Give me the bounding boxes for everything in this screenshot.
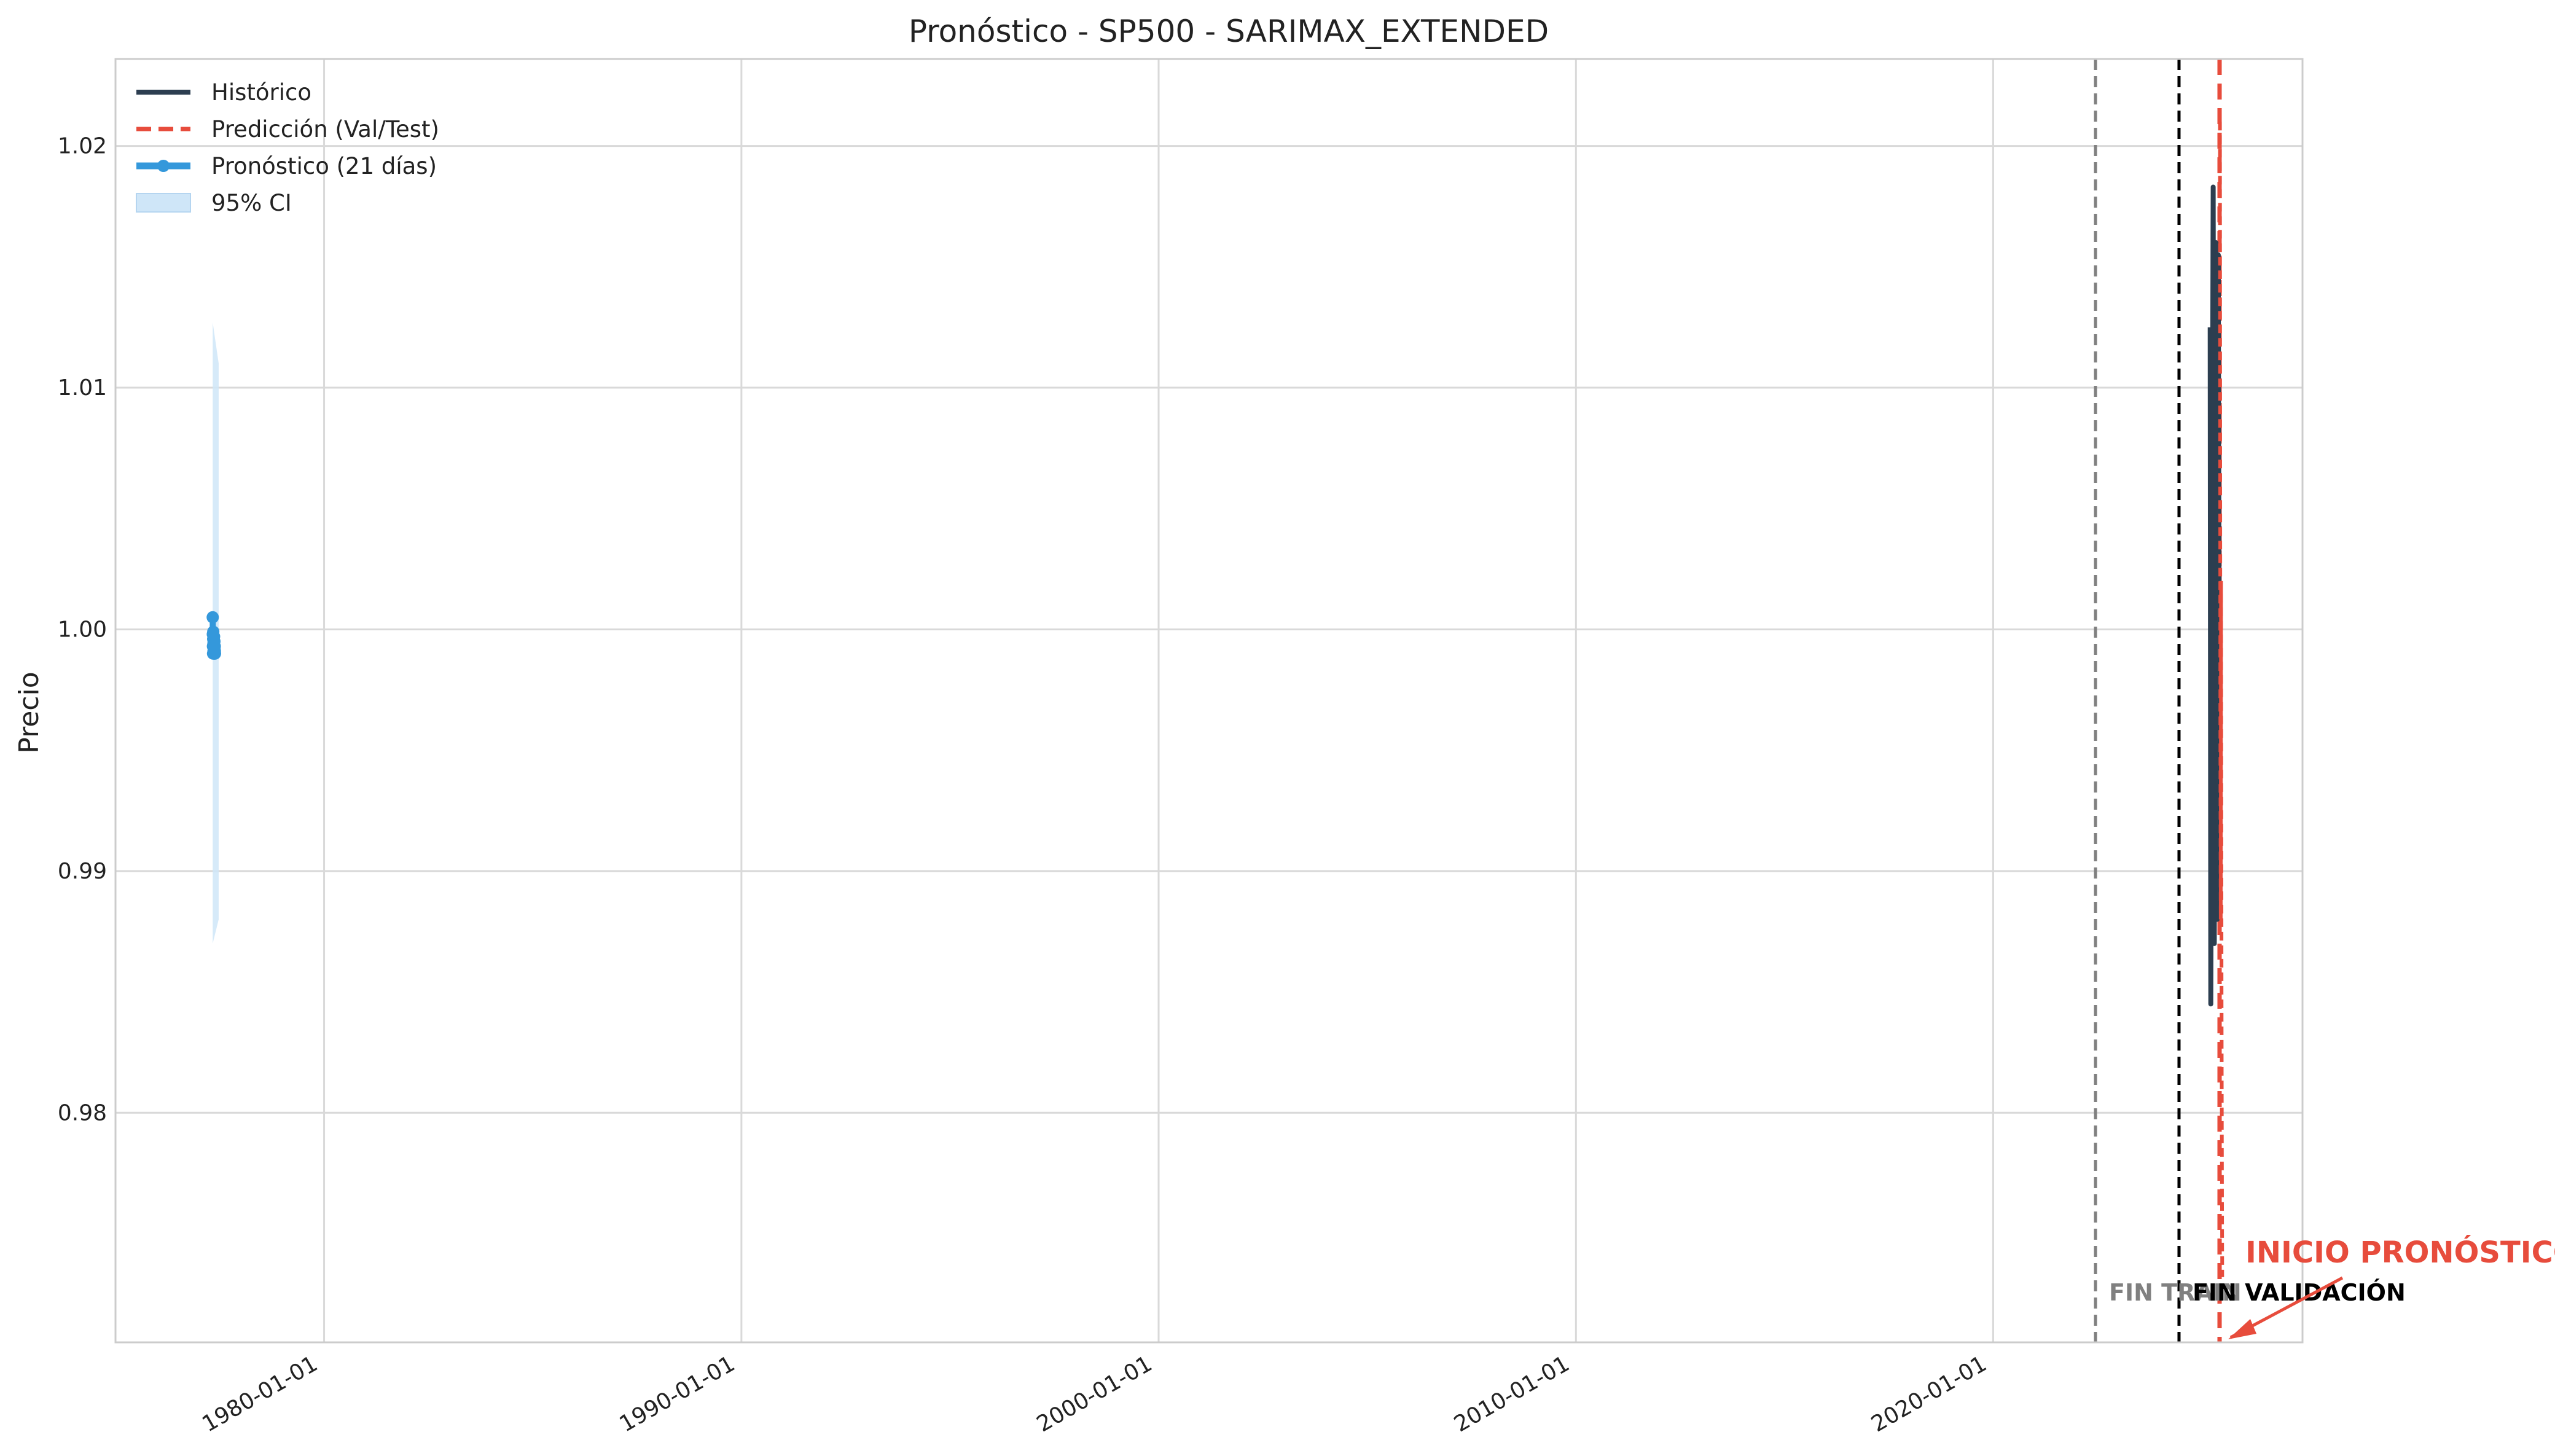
annotation-layer: INICIO PRONÓSTICO [2228,1235,2555,1339]
series-prediccion-line [2218,122,2224,1277]
legend-swatch [136,193,191,213]
legend-marker [157,160,170,172]
y-tick-label: 1.02 [58,134,107,159]
forecast-point [206,611,219,624]
legend: Histórico Predicción (Val/Test) Pronóstico… [136,79,439,216]
y-tick-label: 0.99 [58,859,107,884]
annotation-text: INICIO PRONÓSTICO [2245,1235,2555,1270]
y-tick-labels: 0.98 0.99 1.00 1.01 1.02 [58,134,107,1126]
series-historico-line [2207,184,2222,1007]
legend-label: Histórico [211,79,311,106]
marker-label: FIN TRAIN [2109,1279,2242,1306]
plot-frame [114,58,2304,1344]
legend-label: 95% CI [211,190,292,216]
legend-label: Pronóstico (21 días) [211,153,437,179]
grid-lines [115,59,2303,1342]
y-tick-label: 1.01 [58,375,107,401]
chart-title: Pronóstico - SP500 - SARIMAX_EXTENDED [909,14,1549,49]
y-tick-label: 0.98 [58,1100,107,1125]
y-tick-label: 1.00 [58,617,107,642]
series-layer [206,122,2224,1277]
annotation-arrowhead [2228,1319,2256,1339]
y-axis-label: Precio [14,671,45,753]
legend-label: Predicción (Val/Test) [211,116,439,143]
forecast-point [208,647,221,660]
